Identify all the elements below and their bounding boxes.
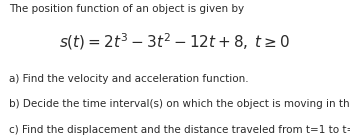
Text: b) Decide the time interval(s) on which the object is moving in the positive dir: b) Decide the time interval(s) on which … — [9, 99, 350, 109]
Text: The position function of an object is given by: The position function of an object is gi… — [9, 4, 244, 14]
Text: $s(t) = 2t^3 - 3t^2 - 12t + 8,\; t \geq 0$: $s(t) = 2t^3 - 3t^2 - 12t + 8,\; t \geq … — [60, 31, 290, 52]
Text: c) Find the displacement and the distance traveled from t=1 to t=3.: c) Find the displacement and the distanc… — [9, 125, 350, 135]
Text: a) Find the velocity and acceleration function.: a) Find the velocity and acceleration fu… — [9, 74, 248, 84]
